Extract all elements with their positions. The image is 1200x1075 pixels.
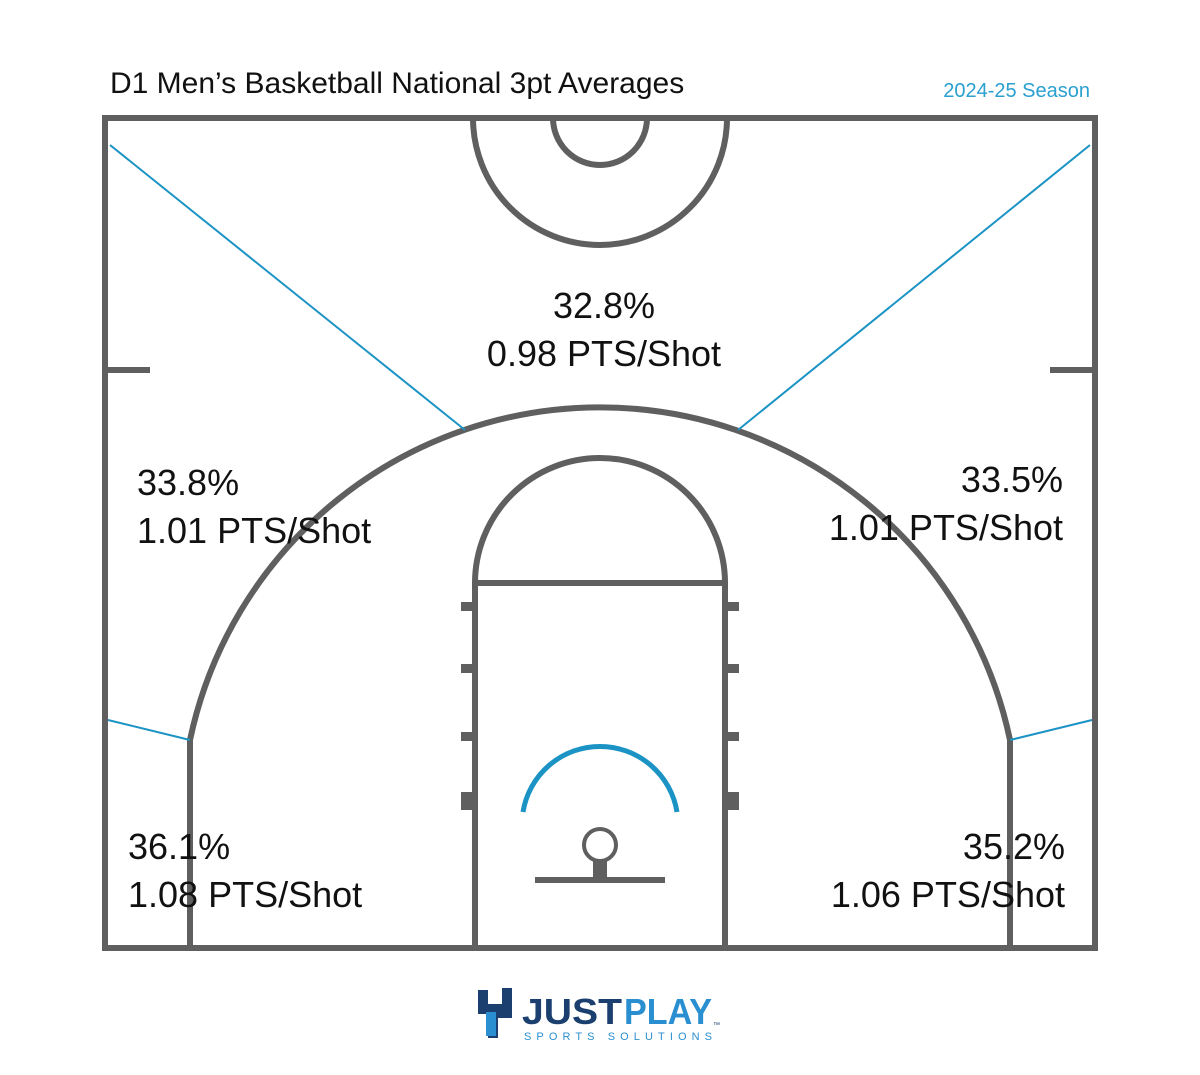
zone-pts: 1.08 PTS/Shot xyxy=(128,874,362,915)
zone-divider xyxy=(107,719,191,741)
zone-pct: 35.2% xyxy=(963,826,1065,867)
center-circle xyxy=(470,117,730,248)
title: D1 Men’s Basketball National 3pt Average… xyxy=(110,67,684,100)
zone-divider xyxy=(109,144,466,431)
logo-icon xyxy=(486,1012,496,1036)
zone-pts: 1.01 PTS/Shot xyxy=(829,507,1063,548)
three-point-line xyxy=(187,404,1013,948)
zone-divider xyxy=(1009,719,1093,741)
season: 2024-25 Season xyxy=(943,80,1090,102)
logo-just: JUST xyxy=(522,991,622,1032)
zone-pts: 0.98 PTS/Shot xyxy=(487,333,721,374)
zone-pct: 36.1% xyxy=(128,826,230,867)
free-throw-circle xyxy=(472,455,728,584)
logo-tm: ™ xyxy=(713,1022,720,1029)
zone-divider xyxy=(737,144,1091,431)
center-inner-circle xyxy=(550,117,650,168)
zone-pct: 33.5% xyxy=(961,459,1063,500)
lane xyxy=(472,580,728,951)
zone-pct: 32.8% xyxy=(553,285,655,326)
court xyxy=(102,115,1098,951)
zone-pts: 1.06 PTS/Shot xyxy=(831,874,1065,915)
restricted-arc xyxy=(520,743,680,813)
zone-pct: 33.8% xyxy=(137,462,239,503)
rim-stem xyxy=(593,861,607,877)
logo-play: PLAY xyxy=(624,991,712,1032)
lane-marks xyxy=(461,602,739,810)
zone-pts: 1.01 PTS/Shot xyxy=(137,510,371,551)
